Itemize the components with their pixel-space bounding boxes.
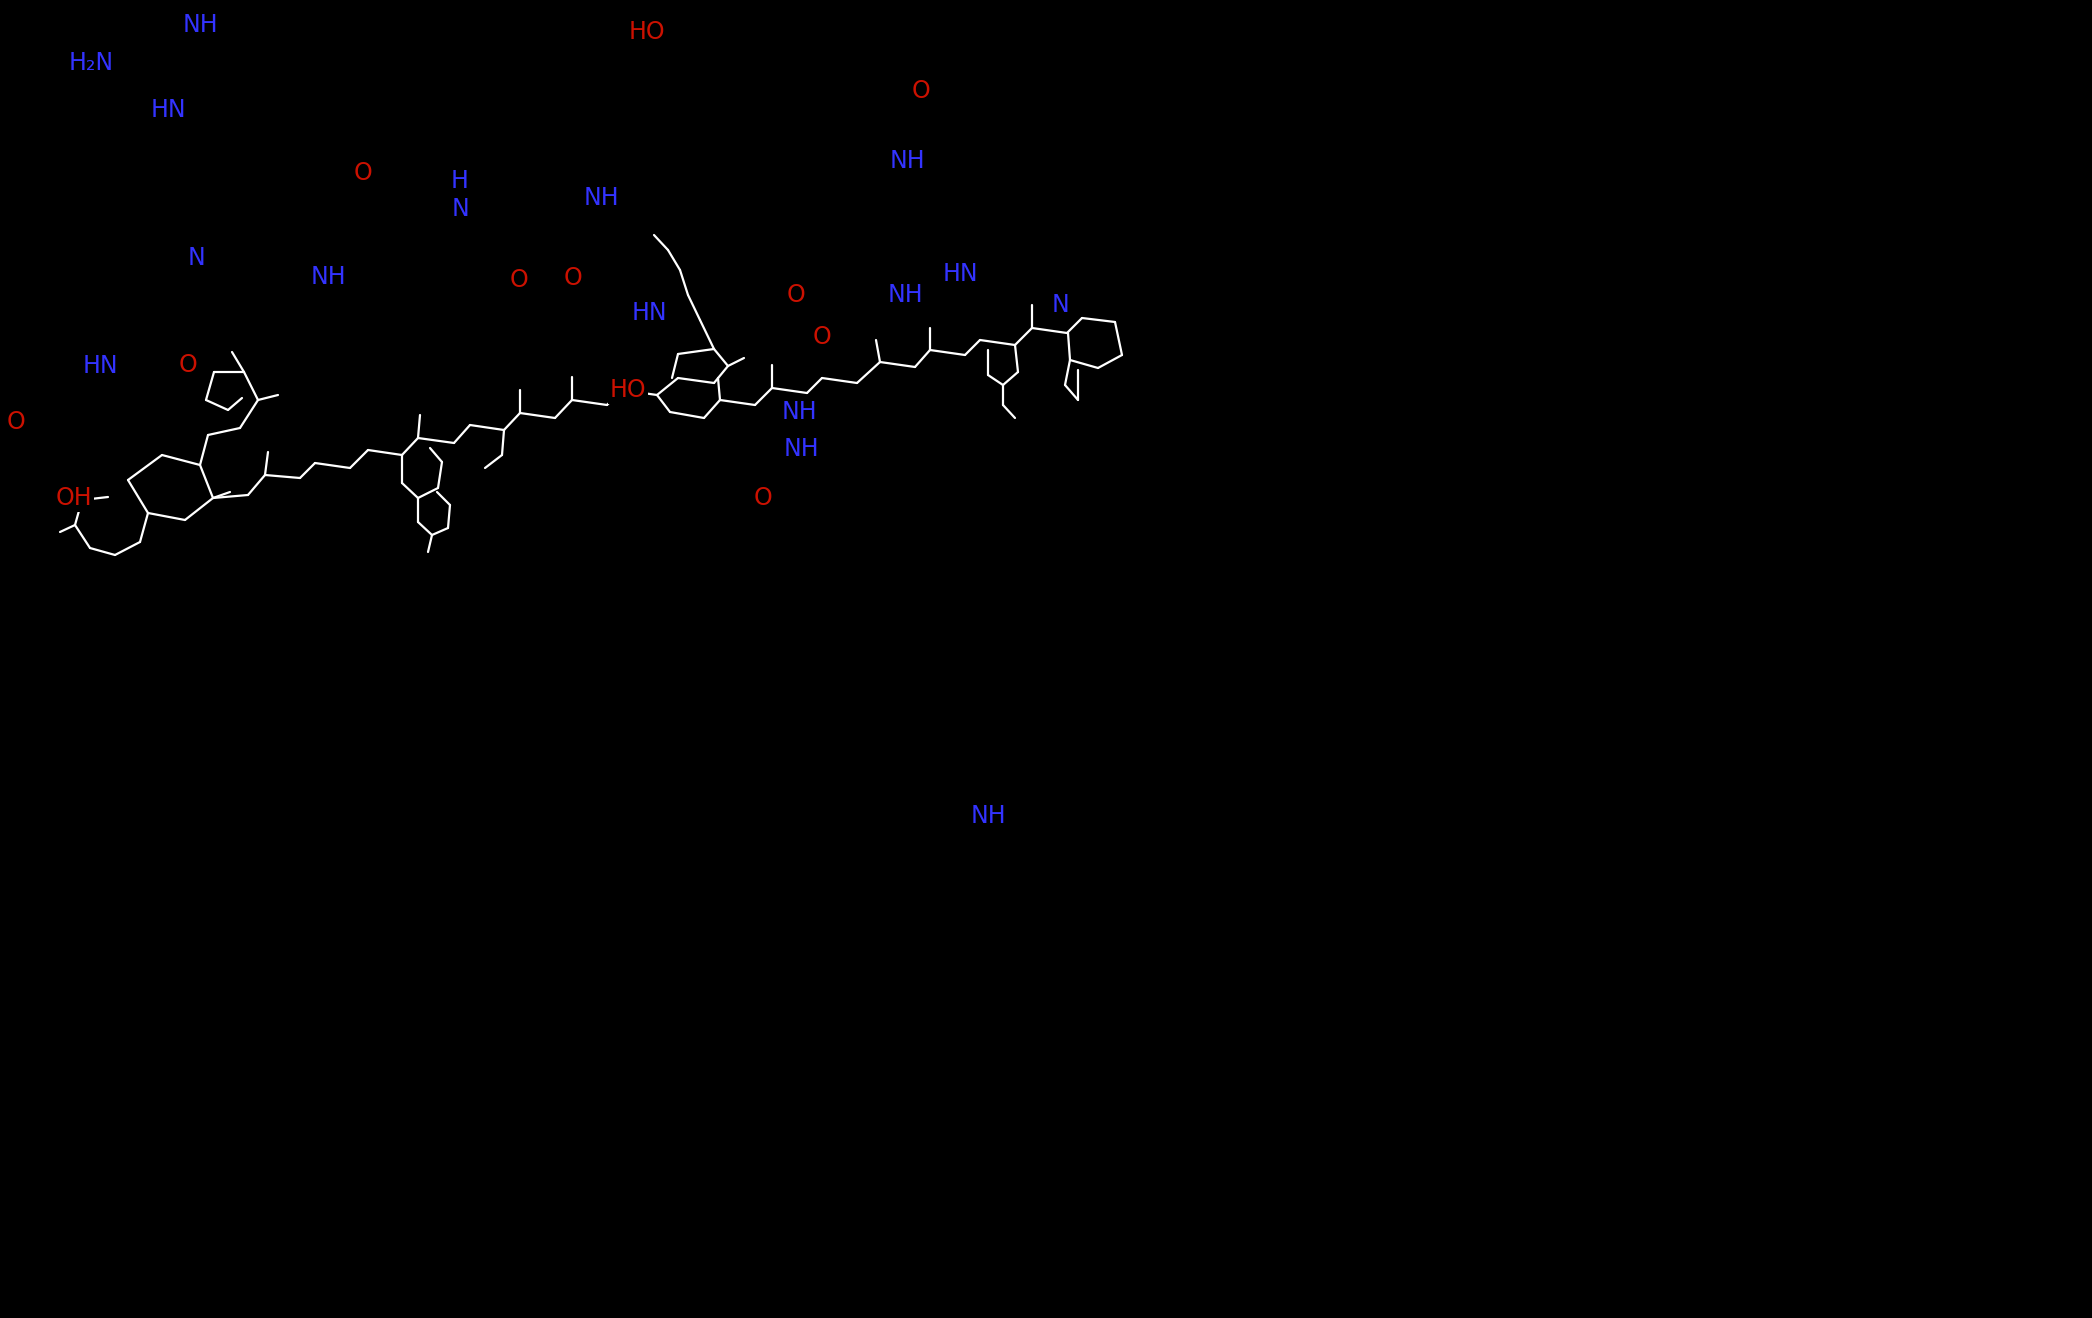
Text: O: O (563, 266, 582, 290)
Text: NH: NH (782, 438, 818, 461)
Text: HN: HN (82, 355, 117, 378)
Text: H₂N: H₂N (69, 51, 113, 75)
Text: HN: HN (632, 301, 667, 326)
Text: O: O (787, 283, 805, 307)
Text: NH: NH (780, 399, 816, 424)
Text: HO: HO (630, 20, 665, 43)
Text: O: O (753, 486, 772, 510)
Text: N: N (1050, 293, 1069, 318)
Text: N: N (186, 246, 205, 270)
Text: NH: NH (584, 186, 619, 210)
Text: O: O (354, 161, 372, 185)
Text: O: O (812, 326, 831, 349)
Text: HO: HO (609, 378, 646, 402)
Text: O: O (510, 268, 529, 293)
Text: O: O (178, 353, 197, 377)
Text: O: O (6, 410, 25, 434)
Text: O: O (912, 79, 931, 103)
Text: NH: NH (971, 804, 1006, 828)
Text: H
N: H N (452, 169, 469, 221)
Text: NH: NH (310, 265, 345, 289)
Text: OH: OH (56, 486, 92, 510)
Text: NH: NH (182, 13, 218, 37)
Text: NH: NH (889, 149, 925, 173)
Text: NH: NH (887, 283, 923, 307)
Text: HN: HN (941, 262, 977, 286)
Text: HN: HN (151, 98, 186, 123)
